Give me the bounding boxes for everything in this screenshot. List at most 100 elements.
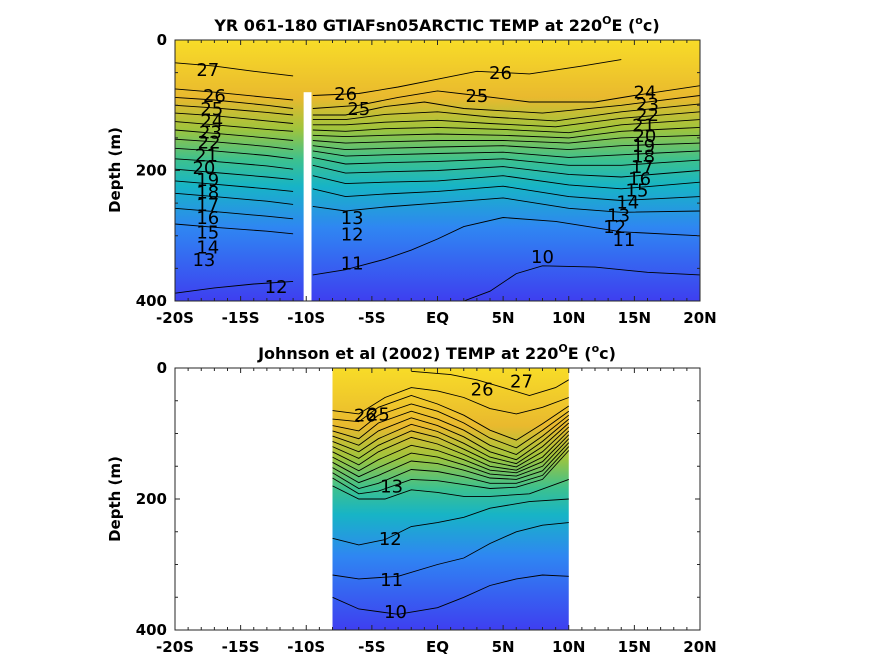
x-tick-label: -15S [222, 638, 260, 656]
isotherm-16 [175, 180, 294, 192]
isotherm-label: 21 [632, 115, 655, 136]
isotherm-25 [312, 85, 700, 109]
isotherm-label: 25 [347, 99, 370, 120]
isotherm-20 [312, 126, 700, 139]
isotherm-20 [175, 138, 294, 151]
x-tick-label: EQ [426, 309, 449, 327]
isotherm-21 [312, 119, 700, 134]
isotherm-label: 15 [626, 181, 649, 202]
isotherm-22 [332, 417, 570, 461]
chart-panel-bottom: Johnson et al (2002) TEMP at 220OE (oc) … [106, 342, 717, 656]
isotherm-label: 14 [616, 192, 639, 213]
isotherm-24 [332, 403, 570, 449]
isotherm-label: 21 [195, 145, 218, 166]
x-tick-label: 10N [552, 309, 585, 327]
isotherm-label: 13 [607, 205, 630, 226]
isotherm-14 [312, 175, 700, 190]
isotherm-label: 14 [196, 237, 219, 258]
isotherm-17 [312, 150, 700, 158]
isotherm-12 [332, 498, 569, 546]
isotherm-21 [332, 422, 570, 465]
isotherm-label: 27 [196, 60, 219, 81]
isotherm-label: 24 [200, 111, 223, 132]
chart-title-top: YR 061-180 GTIAFsn05ARCTIC TEMP at 220OE… [213, 14, 659, 35]
isotherm-label: 20 [192, 158, 215, 179]
isotherm-11 [312, 217, 700, 276]
isotherm-15 [175, 192, 294, 205]
y-tick-label: 400 [136, 621, 167, 639]
isotherm-22 [312, 111, 700, 128]
isotherm-label: 20 [633, 126, 656, 147]
isotherm-23 [312, 103, 700, 122]
isotherm-11 [332, 522, 569, 580]
isotherm-label: 19 [632, 136, 655, 157]
isotherm-19 [175, 147, 294, 160]
isotherm-25 [175, 96, 294, 109]
isotherm-12 [175, 280, 294, 294]
isotherm-25 [332, 395, 570, 441]
isotherm-label: 12 [603, 217, 626, 238]
isotherm-24 [312, 95, 700, 116]
isotherm-label: 26 [354, 406, 377, 427]
isotherm-label: 18 [632, 147, 655, 168]
isotherm-15 [312, 164, 700, 178]
isotherm-27 [411, 370, 570, 396]
isotherm-label: 18 [196, 183, 219, 204]
isotherm-labels-top: 2726252423222120191817161514131226251112… [192, 60, 659, 298]
x-tick-label: 5N [492, 638, 515, 656]
x-tick-label: -5S [358, 309, 385, 327]
x-tick-label: 20N [683, 638, 716, 656]
isotherm-label: 24 [633, 83, 656, 104]
isotherm-18 [332, 434, 570, 474]
isotherm-14 [175, 207, 294, 220]
axis-ticks-bottom: -20S -15S -10S -5S EQ 5N 10N 15N 20N 0 200 400 [136, 359, 717, 656]
isotherm-20 [332, 426, 570, 468]
isotherm-26 [312, 59, 622, 96]
isotherm-label: 11 [612, 230, 635, 251]
isotherm-label: 11 [380, 570, 403, 591]
isotherm-26 [332, 387, 569, 415]
isotherm-label: 25 [367, 404, 390, 425]
isotherm-label: 22 [636, 105, 659, 126]
x-tick-label: 5N [492, 309, 515, 327]
isotherm-label: 10 [531, 247, 554, 268]
isotherm-13 [332, 478, 569, 500]
isotherm-10 [332, 574, 569, 615]
isotherm-14 [332, 450, 570, 495]
isotherm-26 [175, 88, 294, 101]
isotherm-label: 13 [341, 208, 364, 229]
isotherm-label: 12 [341, 224, 364, 245]
isotherm-17 [175, 168, 294, 181]
isotherm-label: 22 [198, 132, 221, 153]
isotherm-label: 12 [379, 529, 402, 550]
isotherm-19 [332, 430, 570, 471]
isotherm-15 [332, 446, 570, 489]
y-tick-label: 0 [157, 31, 167, 49]
isotherm-23 [175, 112, 294, 124]
isotherm-label: 17 [631, 157, 654, 178]
y-tick-label: 200 [136, 490, 167, 508]
isotherm-label: 16 [628, 169, 651, 190]
isotherm-12 [312, 197, 700, 213]
isotherm-label: 25 [465, 86, 488, 107]
x-tick-label: 20N [683, 309, 716, 327]
isotherm-label: 16 [196, 208, 219, 229]
isotherm-10 [463, 265, 700, 301]
isotherm-label: 13 [380, 476, 403, 497]
isotherm-label: 26 [203, 86, 226, 107]
isotherm-label: 13 [192, 250, 215, 271]
isotherm-17 [332, 438, 570, 478]
chart-title-bottom: Johnson et al (2002) TEMP at 220OE (oc) [257, 342, 616, 363]
isotherm-22 [175, 121, 294, 132]
isotherm-label: 12 [265, 277, 288, 298]
x-tick-label: -15S [222, 309, 260, 327]
isotherm-16 [332, 442, 570, 484]
x-tick-label: -10S [287, 638, 325, 656]
x-tick-label: 15N [618, 309, 651, 327]
isotherm-23 [332, 410, 570, 456]
isotherm-label: 26 [471, 380, 494, 401]
isotherm-13 [312, 185, 700, 201]
x-tick-label: EQ [426, 638, 449, 656]
